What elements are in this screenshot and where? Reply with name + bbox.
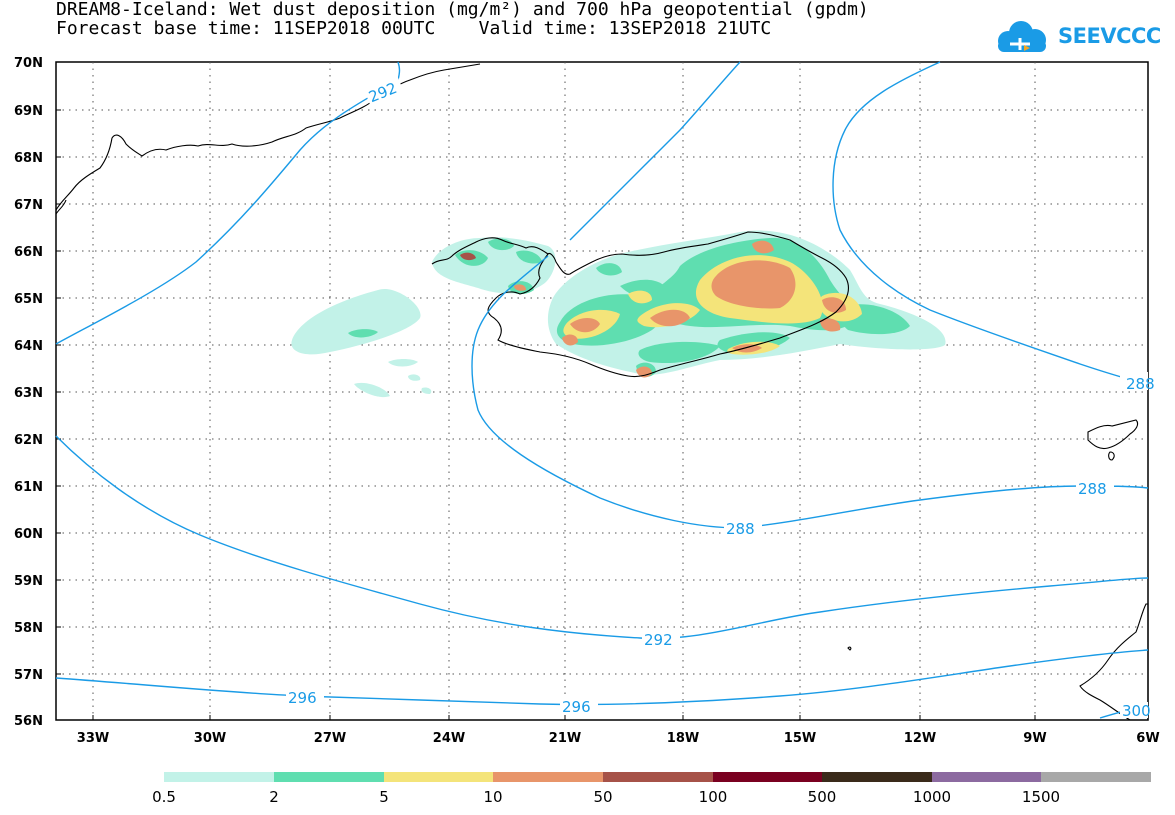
colorbar-label: 5 (379, 788, 389, 806)
geopotential-contours (55, 61, 1149, 719)
colorbar-label: 0.5 (152, 788, 176, 806)
plot-frame (55, 61, 1149, 721)
lat-label: 70N (14, 56, 43, 71)
lat-label: 68N (14, 151, 43, 166)
deposition-shading (291, 230, 946, 398)
contour-label: 296 (562, 698, 591, 716)
lat-label: 57N (14, 668, 43, 683)
lon-label: 18W (667, 731, 699, 746)
colorbar-label: 100 (699, 788, 728, 806)
colorbar (164, 772, 1151, 782)
colorbar-swatch (713, 772, 822, 782)
map-title: DREAM8-Iceland: Wet dust deposition (mg/… (56, 0, 869, 38)
lon-label: 24W (433, 731, 465, 746)
lon-label: 27W (314, 731, 346, 746)
colorbar-swatch (1041, 772, 1151, 782)
lon-label: 30W (194, 731, 226, 746)
graticule (56, 62, 1148, 720)
contour-labels: 292 288 288 288 292 296 296 300 (286, 75, 1155, 720)
lat-label: 60N (14, 527, 43, 542)
colorbar-label: 1500 (1022, 788, 1060, 806)
colorbar-swatch (493, 772, 603, 782)
contour-label: 292 (644, 631, 673, 649)
lat-label: 62N (14, 433, 43, 448)
logo-text: SEEVCCC (1058, 24, 1161, 48)
lat-label: 65N (14, 292, 43, 307)
lat-label: 64N (14, 339, 43, 354)
lat-label: 56N (14, 714, 43, 729)
contour-label: 288 (726, 520, 755, 538)
colorbar-swatch (384, 772, 493, 782)
lon-label: 15W (784, 731, 816, 746)
coastlines (55, 63, 1149, 721)
colorbar-swatch (822, 772, 932, 782)
contour-label: 288 (1078, 480, 1107, 498)
latitude-labels: 70N 69N 68N 67N 66N 65N 64N 63N 62N 61N … (14, 56, 43, 729)
colorbar-labels: 0.5 2 5 10 50 100 500 1000 1500 (152, 788, 1060, 806)
colorbar-swatch (164, 772, 274, 782)
colorbar-label: 1000 (913, 788, 951, 806)
contour-label: 296 (288, 689, 317, 707)
lat-label: 59N (14, 574, 43, 589)
lon-label: 12W (904, 731, 936, 746)
longitude-labels: 33W 30W 27W 24W 21W 18W 15W 12W 9W 6W (77, 731, 1160, 746)
lat-label: 63N (14, 386, 43, 401)
lat-label: 58N (14, 621, 43, 636)
colorbar-swatch (274, 772, 384, 782)
title-line-1: DREAM8-Iceland: Wet dust deposition (mg/… (56, 0, 869, 20)
colorbar-label: 500 (808, 788, 837, 806)
title-line-2: Forecast base time: 11SEP2018 00UTC Vali… (56, 18, 772, 39)
contour-label: 300 (1122, 702, 1151, 720)
contour-label: 288 (1126, 375, 1155, 393)
lon-label: 9W (1023, 731, 1046, 746)
lon-label: 33W (77, 731, 109, 746)
lat-label: 66N (14, 245, 43, 260)
lon-label: 6W (1136, 731, 1159, 746)
lat-label: 67N (14, 198, 43, 213)
colorbar-label: 2 (269, 788, 279, 806)
lat-label: 69N (14, 104, 43, 119)
lat-label: 61N (14, 480, 43, 495)
cloud-icon (998, 21, 1046, 52)
lon-label: 21W (549, 731, 581, 746)
colorbar-label: 10 (483, 788, 502, 806)
colorbar-label: 50 (593, 788, 612, 806)
colorbar-swatch (603, 772, 713, 782)
colorbar-swatch (932, 772, 1041, 782)
